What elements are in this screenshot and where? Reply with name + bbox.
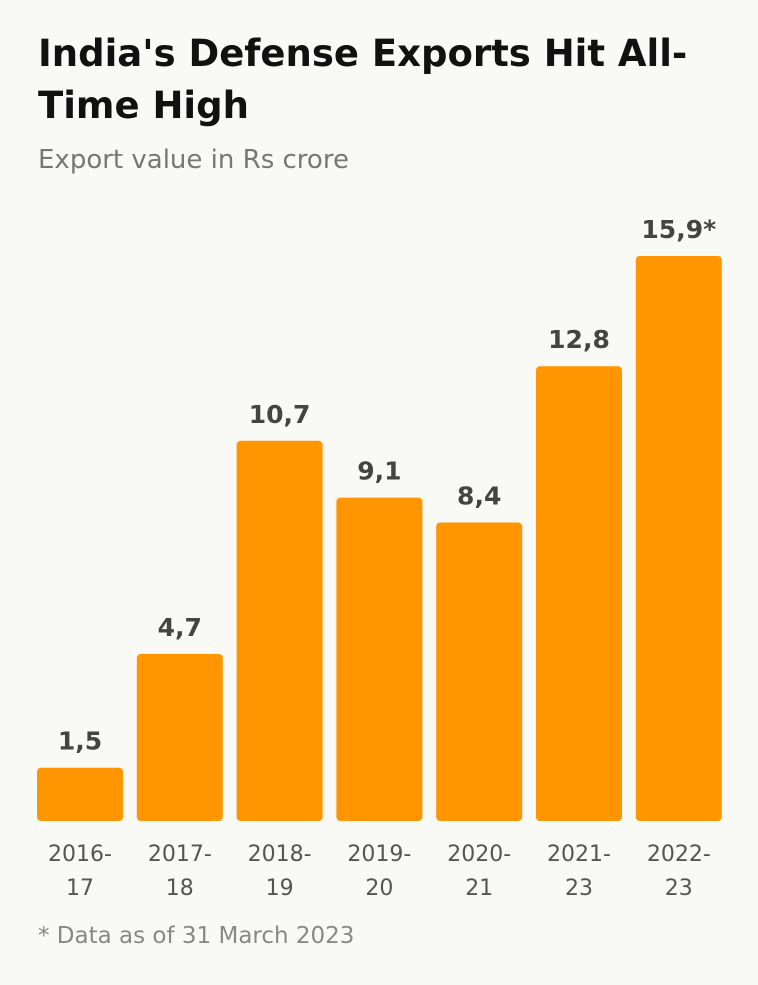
bar-2021-23 (536, 366, 622, 821)
bar-2022-23 (635, 256, 722, 821)
value-label: 4,7 (158, 613, 202, 642)
bar-2016-17 (37, 767, 123, 821)
bar-2017-18 (136, 654, 223, 821)
category-label: 2022-23 (647, 842, 711, 901)
category-label: 2020-21 (447, 842, 511, 901)
value-label: 10,7 (249, 400, 311, 429)
category-label: 2018-19 (248, 842, 312, 901)
chart-subtitle: Export value in Rs crore (38, 145, 349, 175)
category-label: 2019-20 (347, 842, 411, 901)
value-label: 12,8 (548, 325, 610, 354)
chart-title: India's Defense Exports Hit All-Time Hig… (38, 32, 688, 127)
category-label: 2021-23 (547, 842, 611, 901)
value-label: 8,4 (457, 482, 501, 511)
value-label: 15,9* (641, 215, 716, 244)
footnote: * Data as of 31 March 2023 (38, 923, 355, 949)
bar-2018-19 (236, 440, 323, 821)
bar-2019-20 (336, 497, 423, 821)
category-label: 2016-17 (48, 842, 112, 901)
category-label: 2017-18 (148, 842, 212, 901)
bar-2020-21 (436, 522, 523, 821)
value-label: 9,1 (357, 457, 401, 486)
value-label: 1,5 (58, 727, 102, 756)
